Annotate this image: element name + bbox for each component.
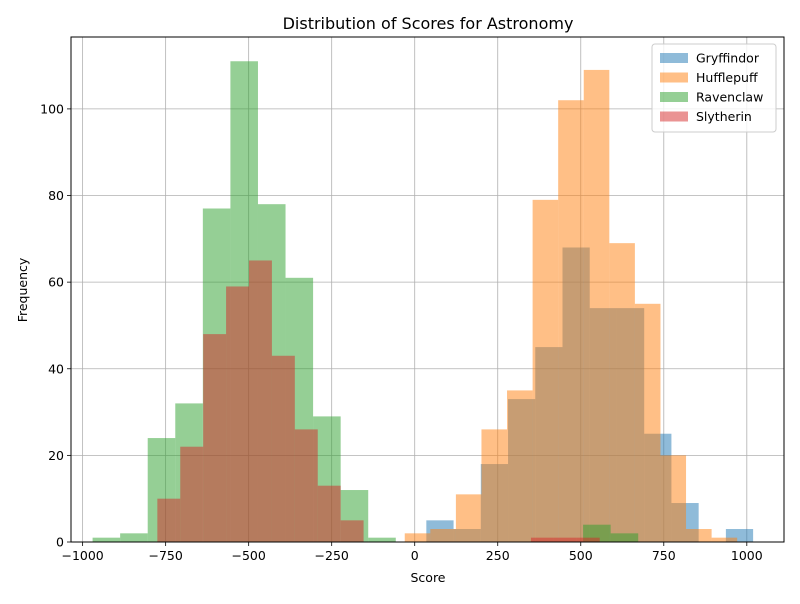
bar-ravenclaw-10 [368,537,396,542]
legend-box [651,43,777,133]
legend-swatch-hufflepuff [660,72,688,83]
bar-slytherin-5 [271,355,295,542]
x-tick-label: 250 [486,548,510,563]
bar-slytherin-8 [340,520,364,542]
bar-slytherin-10 [553,537,577,542]
legend-swatch-ravenclaw [660,92,688,102]
bar-slytherin-1 [180,446,204,542]
bar-hufflepuff-5 [532,199,559,542]
x-tick-label: 1000 [731,548,763,563]
y-tick-label: 20 [48,448,64,463]
legend-swatch-gryffindor [660,53,688,63]
bar-slytherin-4 [249,260,272,542]
y-axis-label: Frequency [15,257,30,322]
bar-hufflepuff-4 [507,390,533,542]
legend-swatch-slytherin [660,111,688,122]
x-tick-label: −500 [231,548,265,563]
bar-hufflepuff-10 [660,455,687,542]
y-tick-label: 40 [48,361,64,376]
y-tick-label: 100 [40,101,64,116]
bar-hufflepuff-11 [686,529,712,542]
axes: −1000 −750 −500 −250 0 250 500 750 1000 0 20 40 60 80… [40,36,785,563]
bar-hufflepuff-1 [430,529,456,542]
x-tick-label: −1000 [61,548,103,563]
chart-title: Distribution of Scores for Astronomy [283,14,574,33]
bar-hufflepuff-2 [455,494,482,542]
y-tick-label: 80 [48,188,64,203]
bar-hufflepuff-6 [558,100,584,542]
bar-slytherin-0 [157,498,181,542]
bar-hufflepuff-3 [481,429,508,542]
bar-hufflepuff-0 [404,533,431,542]
x-tick-label: −750 [148,548,182,563]
bar-slytherin-6 [294,429,318,542]
bar-slytherin-11 [576,537,600,542]
x-tick-label: 0 [411,548,419,563]
legend: Gryffindor Hufflepuff Ravenclaw Slytherin [651,43,777,133]
bar-slytherin-9 [530,537,554,542]
y-tick-label: 0 [56,535,64,550]
axes-frame [70,36,785,543]
histogram-bars [92,61,754,543]
bar-ravenclaw-1 [120,533,148,542]
legend-label-ravenclaw: Ravenclaw [696,90,763,105]
legend-label-slytherin: Slytherin [696,109,752,124]
bar-ravenclaw-0 [92,537,121,542]
x-tick-label: 500 [569,548,593,563]
x-tick-label: 750 [652,548,676,563]
bar-slytherin-3 [226,286,250,542]
bar-hufflepuff-9 [634,303,661,542]
bar-hufflepuff-12 [711,537,738,542]
bar-ravenclaw-12 [610,533,639,542]
x-axis-label: Score [410,570,445,585]
bar-hufflepuff-7 [583,69,610,542]
bar-hufflepuff-8 [609,243,635,542]
legend-label-gryffindor: Gryffindor [696,51,760,66]
y-tick-label: 60 [48,275,64,290]
legend-label-hufflepuff: Hufflepuff [696,70,758,85]
bar-slytherin-2 [203,334,227,542]
bar-slytherin-7 [317,485,341,542]
x-tick-label: −250 [315,548,349,563]
